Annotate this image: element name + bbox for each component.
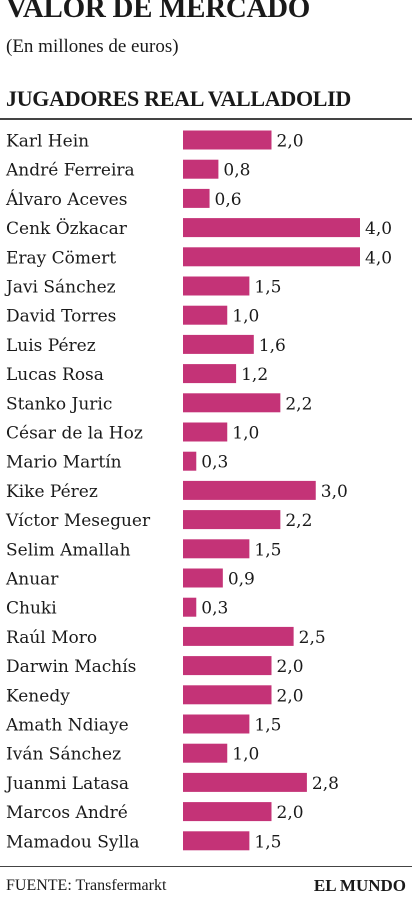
value-label: 1,5 [254,278,281,298]
section-heading: JUGADORES REAL VALLADOLID [6,86,351,111]
category-label: Selim Amallah [6,540,131,560]
value-label: 2,0 [277,803,304,823]
category-label: Álvaro Aceves [5,189,127,210]
category-label: Juanmi Latasa [4,774,129,794]
chart-subtitle: (En millones de euros) [6,36,179,57]
category-label: Iván Sánchez [6,745,121,765]
value-label: 3,0 [321,482,348,502]
category-label: Marcos André [6,803,128,823]
bar [183,247,360,267]
bar [183,831,250,851]
value-label: 2,2 [285,394,312,414]
bar [183,743,228,763]
category-label: Mamadou Sylla [6,832,140,852]
value-label: 0,8 [223,161,250,181]
value-label: 1,2 [241,365,268,385]
bar-chart: Karl Hein 2,0 André Ferreira 0,8 Álvaro Acev… [4,130,392,852]
value-label: 1,5 [254,832,281,852]
bar [183,276,250,296]
category-label: Raúl Moro [6,628,97,648]
bar [183,334,254,354]
category-label: César de la Hoz [6,424,143,444]
bar [183,393,281,413]
value-label: 1,5 [254,716,281,736]
source-note: FUENTE: Transfermarkt [6,877,167,894]
category-label: Amath Ndiaye [5,716,129,736]
category-label: Chuki [6,599,57,619]
value-label: 1,0 [232,307,259,327]
bar [183,159,219,179]
value-label: 0,3 [201,599,228,619]
value-label: 1,0 [232,745,259,765]
category-label: Stanko Juric [6,394,112,414]
value-label: 1,6 [259,336,286,356]
category-label: Eray Cömert [6,248,116,268]
section-divider [0,118,412,120]
value-label: 0,6 [215,190,242,210]
category-label: Luis Pérez [6,336,96,356]
bar [183,188,210,208]
value-label: 2,2 [285,511,312,531]
category-label: Víctor Meseguer [5,511,151,531]
bar [183,305,228,325]
category-label: Cenk Özkacar [6,218,128,239]
footer-divider [0,866,412,867]
value-label: 0,3 [201,453,228,473]
category-label: Darwin Machís [6,657,136,677]
value-label: 2,0 [277,686,304,706]
category-label: Javi Sánchez [4,278,116,298]
category-label: André Ferreira [5,161,135,181]
bar [183,568,223,588]
bar [183,451,197,471]
category-label: Anuar [5,570,59,590]
category-label: Karl Hein [6,132,89,152]
category-label: David Torres [6,307,116,327]
value-label: 0,9 [228,570,255,590]
category-label: Mario Martín [6,453,122,473]
bar [183,510,281,530]
bar [183,626,294,646]
bar [183,656,272,676]
bar [183,772,307,792]
value-label: 4,0 [365,219,392,239]
bar [183,597,197,617]
brand-logo: EL MUNDO [313,876,406,895]
value-label: 2,8 [312,774,339,794]
category-label: Lucas Rosa [6,365,104,385]
bar [183,685,272,705]
bar [183,480,316,500]
bar [183,539,250,559]
value-label: 4,0 [365,248,392,268]
bar [183,130,272,150]
bar [183,802,272,822]
bar [183,422,228,442]
category-label: Kenedy [6,686,70,706]
value-label: 2,0 [277,132,304,152]
value-label: 1,0 [232,424,259,444]
category-label: Kike Pérez [6,482,98,502]
bar [183,714,250,734]
bar [183,364,237,384]
value-label: 1,5 [254,540,281,560]
value-label: 2,5 [299,628,326,648]
chart-title: VALOR DE MERCADO [6,0,311,24]
value-label: 2,0 [277,657,304,677]
bar [183,218,360,238]
